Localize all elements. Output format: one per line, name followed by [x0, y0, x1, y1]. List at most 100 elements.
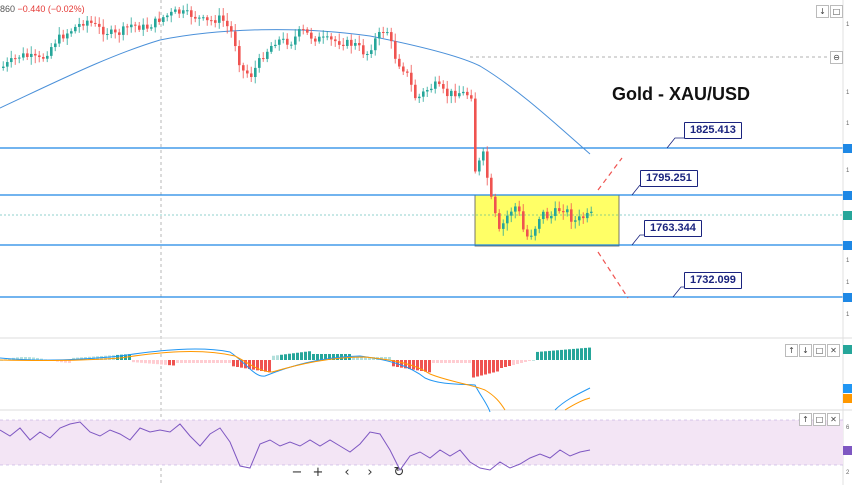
candle-body — [370, 50, 373, 54]
macd-hist-bar — [352, 357, 355, 360]
macd-hist-bar — [432, 360, 435, 363]
candlesticks — [2, 3, 593, 241]
macd-hist-bar — [296, 352, 299, 360]
candle-body — [322, 36, 325, 38]
candle-body — [558, 208, 561, 212]
pane-maximize-button[interactable]: □ — [830, 5, 843, 18]
candle-body — [430, 88, 433, 91]
macd-hist-bar — [256, 360, 259, 371]
candle-body — [570, 209, 573, 222]
macd-hist-bar — [260, 360, 263, 371]
candle-body — [578, 216, 581, 221]
axis-tag-1795 — [843, 191, 852, 200]
candle-body — [58, 34, 61, 44]
scroll-forward-button[interactable]: › — [367, 465, 373, 480]
candle-body — [102, 26, 105, 35]
candle-body — [270, 45, 273, 52]
macd-hist-bar — [188, 360, 191, 363]
candle-body — [62, 34, 65, 39]
candle-body — [54, 43, 57, 48]
axis-tick: 1 — [846, 121, 850, 127]
macd-hist-bar — [32, 357, 35, 360]
candle-body — [574, 220, 577, 222]
axis-tag-macd-hist — [843, 345, 852, 354]
ohlc-prefix: 860 — [0, 4, 16, 14]
macd-maximize-button[interactable]: □ — [813, 344, 826, 357]
candle-body — [82, 23, 85, 26]
rsi-maximize-button[interactable]: □ — [813, 413, 826, 426]
macd-hist-bar — [324, 354, 327, 360]
axis-tick: 6 — [846, 425, 850, 431]
axis-tick: 1 — [846, 258, 850, 264]
macd-close-button[interactable]: ✕ — [827, 344, 840, 357]
candle-body — [254, 67, 257, 78]
candle-body — [534, 228, 537, 236]
candle-body — [178, 9, 181, 14]
macd-hist-bar — [560, 349, 563, 360]
macd-hist-bar — [204, 360, 207, 363]
macd-hist-bar — [220, 360, 223, 363]
candle-body — [290, 44, 293, 46]
zoom-out-button[interactable]: − — [291, 465, 303, 480]
macd-hist-bar — [20, 357, 23, 360]
macd-hist-bar — [108, 355, 111, 360]
candle-body — [150, 27, 153, 29]
macd-hist-bar — [200, 360, 203, 363]
macd-hist-bar — [280, 354, 283, 360]
level-label-1795: 1795.251 — [640, 170, 698, 187]
zoom-in-button[interactable]: + — [312, 465, 324, 480]
candle-body — [18, 57, 21, 59]
axis-tag-rsi — [843, 446, 852, 455]
scroll-back-button[interactable]: ‹ — [344, 465, 350, 480]
candle-body — [362, 45, 365, 55]
axis-tick: 1 — [846, 280, 850, 286]
macd-hist-bar — [180, 360, 183, 363]
candle-body — [406, 71, 409, 73]
candle-body — [50, 47, 53, 56]
macd-hist-bar — [536, 351, 539, 360]
candle-body — [286, 38, 289, 45]
macd-down-button[interactable]: ↓ — [799, 344, 812, 357]
macd-hist-bar — [448, 360, 451, 363]
candle-body — [378, 31, 381, 39]
chart-title: Gold - XAU/USD — [612, 84, 750, 104]
candle-body — [382, 31, 385, 33]
candle-body — [186, 10, 189, 12]
macd-hist-bar — [104, 355, 107, 360]
candle-body — [106, 33, 109, 35]
macd-hist-bar — [368, 357, 371, 360]
pane-down-button[interactable]: ↓ — [816, 5, 829, 18]
candle-body — [222, 15, 225, 21]
macd-hist-bar — [356, 357, 359, 360]
level-label-1732: 1732.099 — [684, 272, 742, 289]
candle-body — [494, 196, 497, 214]
candle-body — [330, 36, 333, 40]
candle-body — [158, 18, 161, 22]
macd-hist-bar — [244, 360, 247, 369]
reset-chart-button[interactable]: ↻ — [393, 465, 405, 480]
rsi-up-button[interactable]: ↑ — [799, 413, 812, 426]
candle-body — [70, 31, 73, 34]
candle-body — [478, 160, 481, 172]
candle-body — [510, 211, 513, 216]
candle-body — [590, 211, 593, 213]
candle-body — [218, 15, 221, 23]
candle-body — [114, 29, 117, 33]
macd-hist-bar — [196, 360, 199, 363]
macd-hist-bar — [420, 360, 423, 371]
macd-hist-bar — [112, 355, 115, 360]
rsi-close-button[interactable]: ✕ — [827, 413, 840, 426]
candle-body — [562, 211, 565, 213]
macd-hist-bar — [532, 360, 535, 361]
candle-body — [426, 90, 429, 92]
candle-body — [78, 23, 81, 27]
candle-body — [482, 151, 485, 161]
macd-hist-bar — [428, 360, 431, 373]
pane-settings-button[interactable]: ⊖ — [830, 51, 843, 64]
candle-body — [302, 29, 305, 31]
macd-hist-bar — [284, 354, 287, 360]
macd-hist-bar — [364, 357, 367, 360]
macd-up-button[interactable]: ↑ — [785, 344, 798, 357]
macd-hist-bar — [232, 360, 235, 367]
